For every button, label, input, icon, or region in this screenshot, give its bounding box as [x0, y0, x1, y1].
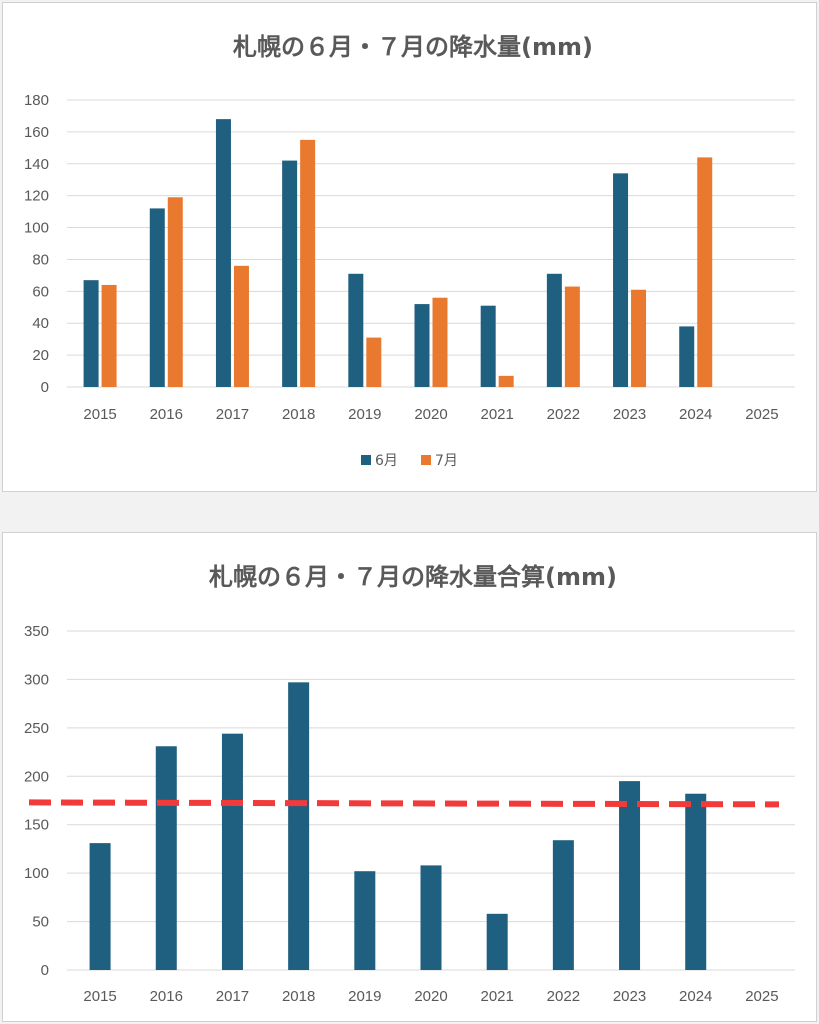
x-tick-label: 2023 — [613, 988, 646, 1005]
y-tick-label: 60 — [32, 283, 49, 300]
x-tick-label: 2023 — [613, 406, 646, 423]
bar-total-2018 — [288, 682, 310, 970]
bar-7月-2023 — [631, 289, 647, 387]
legend-label-7月: 7月 — [435, 453, 458, 469]
bar-7月-2019 — [366, 337, 382, 387]
bar-total-2023 — [619, 781, 641, 970]
bar-total-2021 — [486, 913, 508, 970]
y-tick-label: 80 — [32, 251, 49, 268]
x-tick-label: 2016 — [150, 988, 183, 1005]
bar-6月-2015 — [83, 280, 99, 387]
bar-7月-2024 — [697, 157, 713, 387]
bar-total-2022 — [552, 840, 574, 970]
x-tick-label: 2018 — [282, 406, 315, 423]
x-tick-label: 2017 — [216, 406, 249, 423]
bar-total-2019 — [354, 871, 376, 970]
y-tick-label: 40 — [32, 315, 49, 332]
y-tick-label: 0 — [41, 379, 49, 396]
bar-6月-2023 — [613, 173, 629, 387]
y-tick-label: 50 — [32, 914, 49, 931]
bar-7月-2022 — [564, 286, 580, 387]
bar-6月-2020 — [414, 304, 430, 387]
y-tick-label: 160 — [24, 124, 49, 141]
chart-title: 札幌の６月・７月の降水量(mm) — [232, 33, 593, 61]
x-tick-label: 2025 — [745, 988, 778, 1005]
y-tick-label: 20 — [32, 347, 49, 364]
y-tick-label: 350 — [24, 623, 49, 640]
bar-6月-2016 — [149, 208, 165, 387]
bar-7月-2016 — [167, 197, 183, 387]
x-tick-label: 2022 — [547, 988, 580, 1005]
bar-6月-2024 — [679, 326, 695, 387]
chart-panel-total: 札幌の６月・７月の降水量合算(mm) 0 50 100 150 200 250 300 350 2… — [2, 532, 817, 1022]
y-tick-label: 0 — [41, 962, 49, 979]
y-tick-label: 250 — [24, 720, 49, 737]
bar-7月-2020 — [432, 297, 448, 387]
bar-total-2020 — [420, 865, 442, 970]
x-tick-label: 2015 — [83, 988, 116, 1005]
x-tick-label: 2025 — [745, 406, 778, 423]
x-tick-label: 2024 — [679, 406, 712, 423]
y-tick-label: 100 — [24, 220, 49, 237]
x-tick-label: 2022 — [547, 406, 580, 423]
legend-swatch-6月 — [361, 455, 371, 465]
bar-6月-2022 — [546, 273, 562, 387]
bar-total-2017 — [221, 733, 243, 970]
total-rainfall-chart: 札幌の６月・７月の降水量合算(mm) 0 50 100 150 200 250 300 350 2… — [24, 563, 795, 1005]
legend-label-6月: 6月 — [375, 453, 398, 469]
x-tick-label: 2020 — [414, 988, 447, 1005]
bar-7月-2018 — [300, 139, 316, 387]
x-tick-label: 2018 — [282, 988, 315, 1005]
bar-6月-2017 — [215, 119, 231, 387]
x-tick-label: 2019 — [348, 988, 381, 1005]
legend-swatch-7月 — [421, 455, 431, 465]
bar-6月-2021 — [480, 305, 496, 387]
bar-6月-2018 — [282, 160, 298, 387]
x-tick-label: 2019 — [348, 406, 381, 423]
y-tick-label: 150 — [24, 817, 49, 834]
x-tick-label: 2020 — [414, 406, 447, 423]
y-tick-label: 120 — [24, 188, 49, 205]
average-reference-line — [28, 799, 780, 808]
chart-title: 札幌の６月・７月の降水量合算(mm) — [208, 563, 617, 591]
chart-panel-monthly: 札幌の６月・７月の降水量(mm) 0 20 40 60 80 100 120 140 160 180… — [2, 2, 817, 492]
y-tick-label: 200 — [24, 768, 49, 785]
x-tick-label: 2021 — [480, 988, 513, 1005]
bar-total-2016 — [155, 746, 177, 970]
x-tick-label: 2017 — [216, 988, 249, 1005]
monthly-rainfall-chart: 札幌の６月・７月の降水量(mm) 0 20 40 60 80 100 120 140 160 180… — [24, 33, 795, 469]
bar-7月-2015 — [101, 284, 117, 387]
bar-7月-2017 — [233, 265, 249, 387]
x-tick-label: 2021 — [480, 406, 513, 423]
bar-total-2015 — [89, 843, 111, 970]
bar-6月-2019 — [348, 273, 364, 387]
x-tick-label: 2015 — [83, 406, 116, 423]
x-tick-label: 2016 — [150, 406, 183, 423]
y-tick-label: 100 — [24, 865, 49, 882]
bar-total-2024 — [685, 793, 707, 970]
y-tick-label: 180 — [24, 92, 49, 109]
bar-7月-2021 — [498, 375, 514, 387]
x-tick-label: 2024 — [679, 988, 712, 1005]
y-tick-label: 300 — [24, 671, 49, 688]
y-tick-label: 140 — [24, 156, 49, 173]
